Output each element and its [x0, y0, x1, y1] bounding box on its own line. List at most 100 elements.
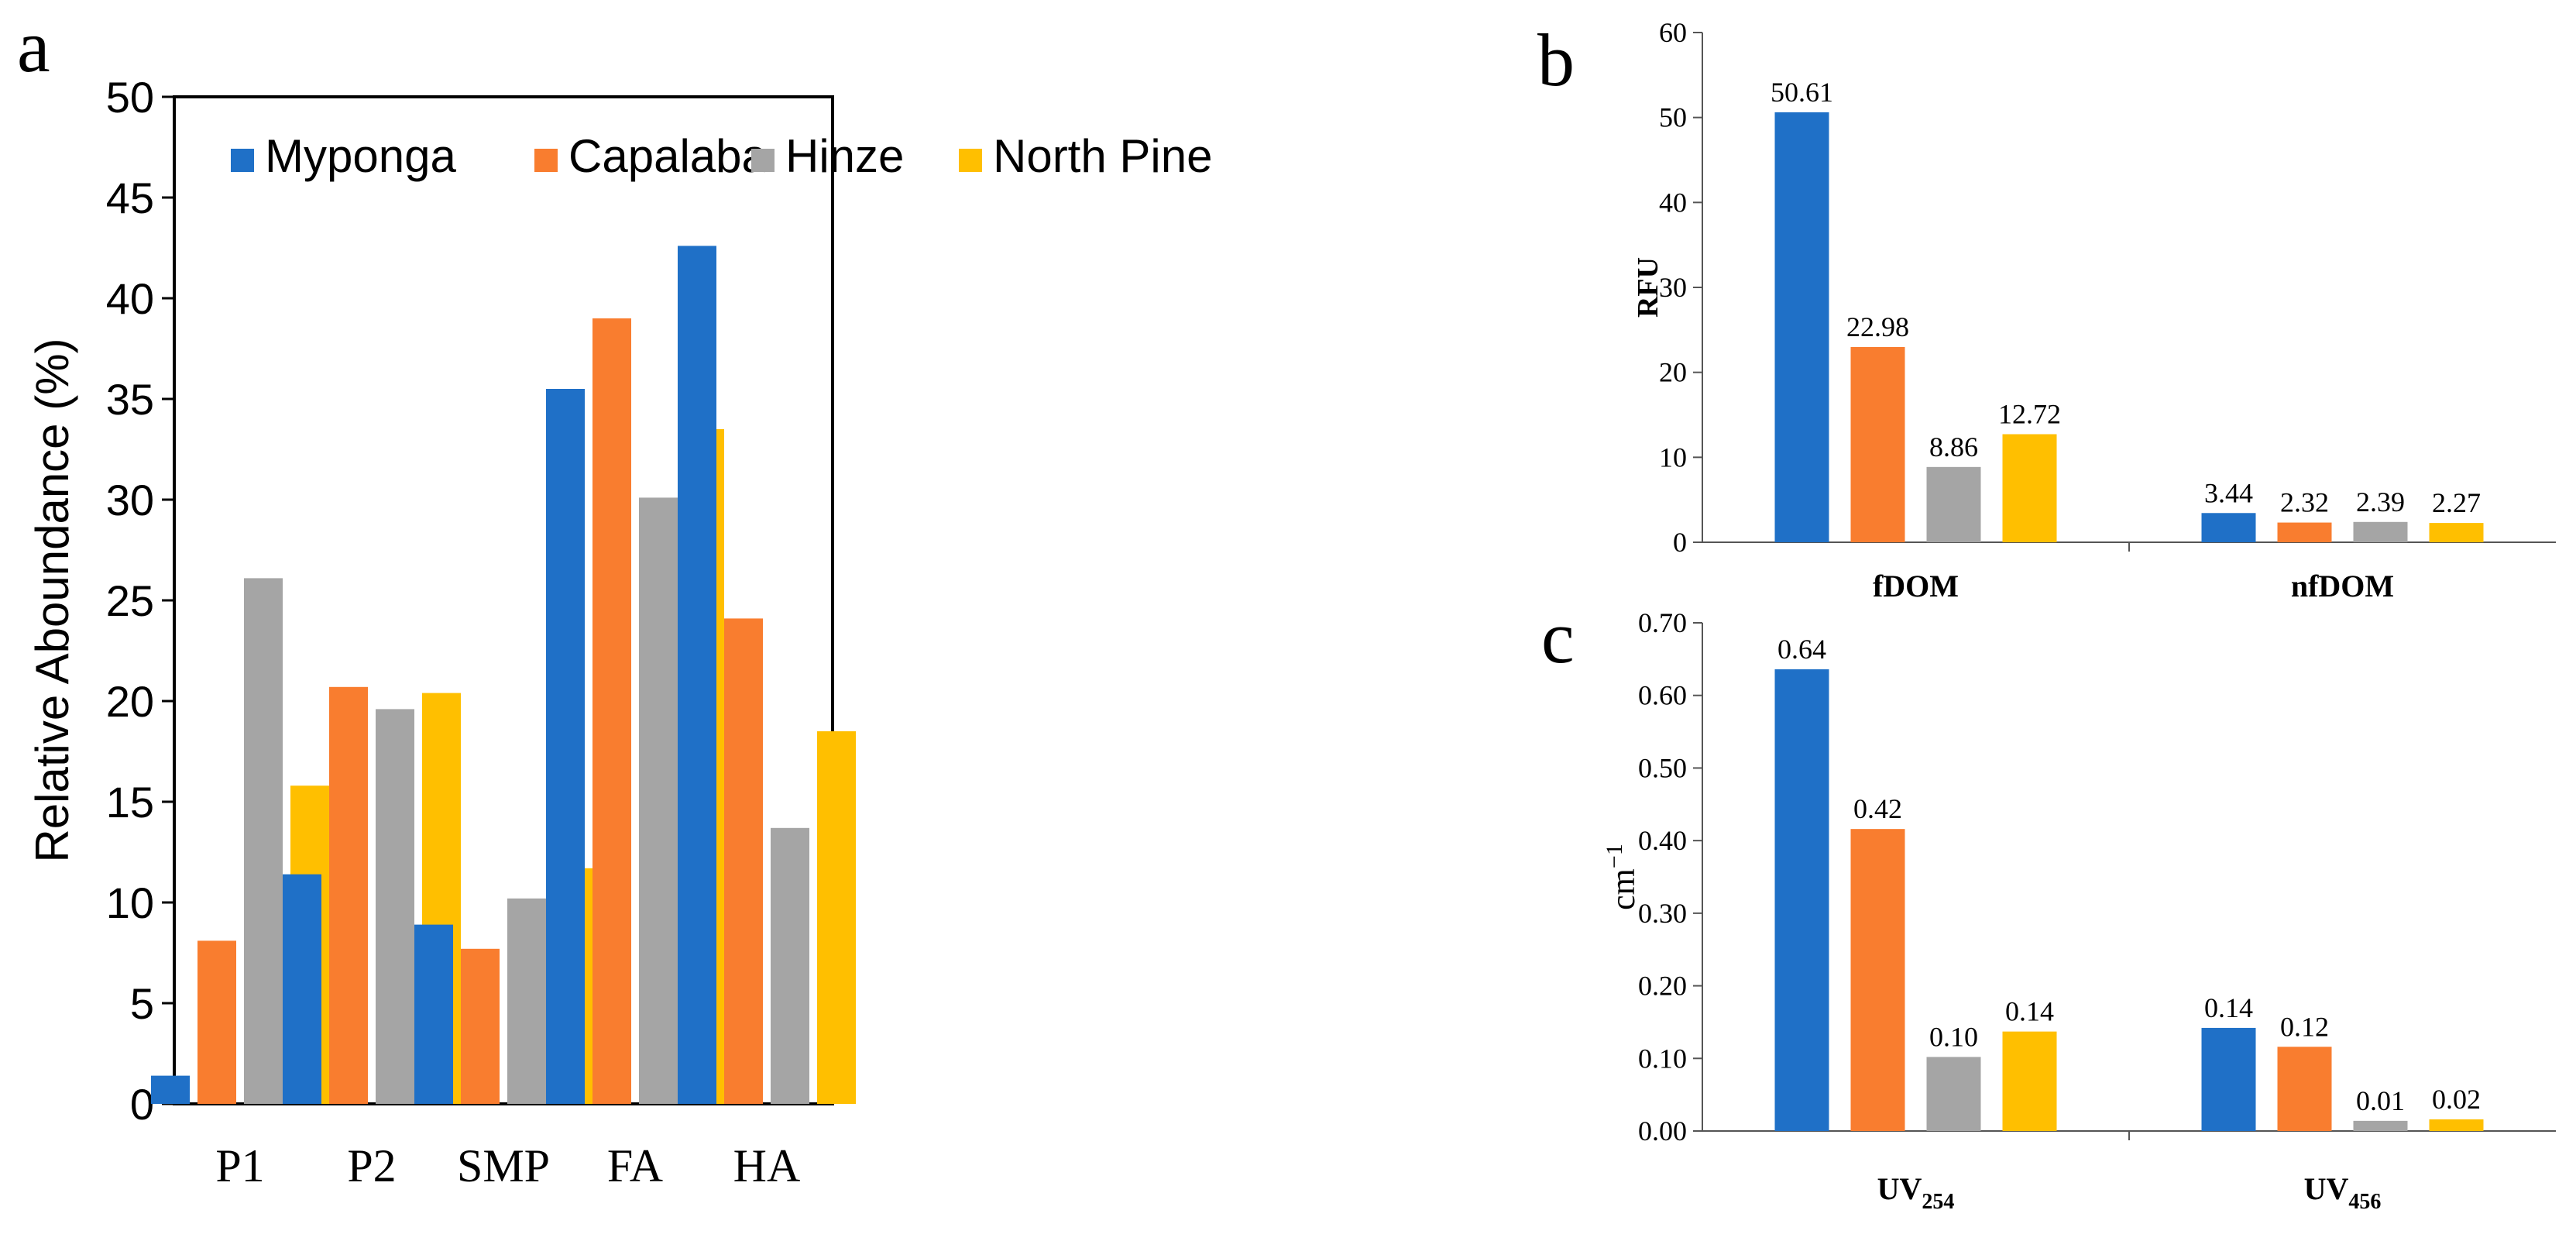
bar-b-nfdom-myponga [2201, 513, 2256, 542]
y-tick-label-c: 0.10 [1638, 1043, 1687, 1074]
legend-label-capalaba: Capalaba [568, 130, 768, 182]
y-tick-label-a: 15 [106, 778, 154, 827]
y-tick-label-c: 0.20 [1638, 971, 1687, 1002]
y-tick-label-c: 0.00 [1638, 1116, 1687, 1146]
y-tick-label-b: 20 [1659, 357, 1687, 388]
legend-swatch-north-pine [959, 149, 982, 172]
bar-c-uv254-hinze [1926, 1057, 1981, 1131]
data-label-b: 2.32 [2280, 487, 2329, 518]
data-label-b: 2.39 [2356, 486, 2405, 517]
bar-c-uv456-capalaba [2277, 1047, 2332, 1131]
bar-c-uv254-myponga [1774, 669, 1829, 1131]
y-tick-label-a: 5 [130, 979, 154, 1028]
y-tick-label-b: 30 [1659, 272, 1687, 303]
bar-b-fdom-hinze [1926, 466, 1981, 542]
legend-label-hinze: Hinze [785, 130, 904, 182]
y-tick-label-a: 50 [106, 73, 154, 122]
x-tick-label-a: P2 [347, 1140, 396, 1191]
y-tick-label-c: 0.50 [1638, 752, 1687, 783]
y-tick-label-c: 0.60 [1638, 680, 1687, 711]
data-label-c: 0.12 [2280, 1011, 2329, 1042]
x-tick-label-a: SMP [457, 1140, 550, 1191]
data-label-c: 0.42 [1853, 793, 1902, 824]
bar-a-ha-hinze [771, 827, 809, 1104]
bar-a-smp-myponga [414, 924, 453, 1104]
y-tick-label-c: 0.70 [1638, 607, 1687, 638]
bar-c-uv456-north-pine [2429, 1119, 2484, 1131]
x-tick-label-a: FA [607, 1140, 663, 1191]
y-tick-label-a: 35 [106, 375, 154, 424]
bar-b-nfdom-capalaba [2277, 522, 2332, 542]
y-axis-title-a: Relative Aboundance (%) [26, 338, 78, 862]
legend-swatch-hinze [751, 149, 775, 172]
bar-b-nfdom-north-pine [2429, 523, 2484, 542]
x-tick-label-a: P1 [215, 1140, 264, 1191]
bar-a-p2-capalaba [329, 686, 368, 1104]
legend-label-myponga: Myponga [265, 130, 456, 182]
legend-label-north-pine: North Pine [993, 130, 1212, 182]
data-label-c: 0.02 [2432, 1084, 2481, 1115]
bar-a-ha-capalaba [724, 618, 763, 1104]
bar-a-p1-hinze [244, 578, 283, 1104]
bar-b-fdom-myponga [1774, 112, 1829, 543]
bar-a-smp-capalaba [461, 948, 500, 1104]
bar-c-uv456-hinze [2353, 1120, 2408, 1131]
bar-a-ha-north-pine [817, 731, 856, 1104]
bar-c-uv254-north-pine [2002, 1031, 2057, 1131]
y-tick-label-a: 40 [106, 274, 154, 323]
y-tick-label-a: 10 [106, 878, 154, 927]
data-label-c: 0.14 [2005, 996, 2054, 1027]
bar-a-p1-capalaba [197, 940, 236, 1104]
x-tick-label-b: nfDOM [2291, 569, 2394, 603]
x-tick-label-a: HA [733, 1140, 801, 1191]
y-tick-label-a: 30 [106, 476, 154, 524]
y-tick-label-b: 10 [1659, 442, 1687, 473]
panel-letter-a: a [17, 5, 50, 88]
y-tick-label-b: 40 [1659, 187, 1687, 218]
data-label-b: 12.72 [1998, 399, 2061, 430]
y-tick-label-c: 0.40 [1638, 825, 1687, 856]
bar-a-smp-hinze [507, 898, 546, 1104]
bar-a-p1-myponga [151, 1075, 190, 1104]
bar-a-fa-hinze [639, 497, 678, 1104]
panel-a: 0 5 10 15 20 25 30 35 40 45 50 P1 P2 SMP FA HA Relative … [26, 73, 1212, 1191]
data-label-b: 22.98 [1846, 311, 1909, 342]
panel-c: 0.00 0.10 0.20 0.30 0.40 0.50 0.60 0.70 0.64 0.42… [1602, 607, 2556, 1214]
panel-letter-b: b [1537, 19, 1575, 101]
x-tick-label-b: fDOM [1873, 569, 1959, 603]
y-tick-label-b: 0 [1673, 527, 1687, 558]
y-tick-label-a: 45 [106, 174, 154, 222]
bar-a-fa-myponga [546, 389, 585, 1104]
y-tick-label-a: 20 [106, 677, 154, 726]
bar-c-uv254-capalaba [1850, 829, 1905, 1131]
bar-b-fdom-capalaba [1850, 346, 1905, 542]
panel-b: 0 10 20 30 40 50 60 50.61 22.98 8.86 12.72 fDOM 3.44… [1632, 17, 2556, 603]
bar-a-p2-hinze [376, 709, 414, 1104]
y-tick-label-b: 60 [1659, 17, 1687, 48]
bar-a-p2-myponga [283, 874, 321, 1104]
y-axis-title-b: RFU [1632, 257, 1664, 318]
data-label-c: 0.64 [1777, 634, 1826, 665]
legend-swatch-capalaba [534, 149, 558, 172]
bar-c-uv456-myponga [2201, 1027, 2256, 1131]
y-tick-label-a: 0 [130, 1080, 154, 1129]
x-tick-label-c: UV456 [2304, 1171, 2382, 1214]
bar-a-ha-myponga [678, 246, 716, 1104]
data-label-b: 3.44 [2204, 477, 2253, 508]
bar-b-fdom-north-pine [2002, 434, 2057, 542]
y-axis-title-c: cm−1 [1602, 844, 1642, 910]
legend-swatch-myponga [231, 149, 254, 172]
data-label-c: 0.14 [2204, 992, 2253, 1023]
data-label-b: 50.61 [1771, 77, 1833, 108]
data-label-b: 8.86 [1929, 431, 1978, 462]
data-label-b: 2.27 [2432, 487, 2481, 518]
data-label-c: 0.01 [2356, 1085, 2405, 1116]
y-tick-label-c: 0.30 [1638, 898, 1687, 929]
y-tick-label-b: 50 [1659, 102, 1687, 133]
data-label-c: 0.10 [1929, 1021, 1978, 1052]
y-tick-label-a: 25 [106, 576, 154, 625]
bar-b-nfdom-hinze [2353, 521, 2408, 542]
bar-a-fa-capalaba [592, 318, 631, 1104]
x-tick-label-c: UV254 [1877, 1171, 1955, 1214]
